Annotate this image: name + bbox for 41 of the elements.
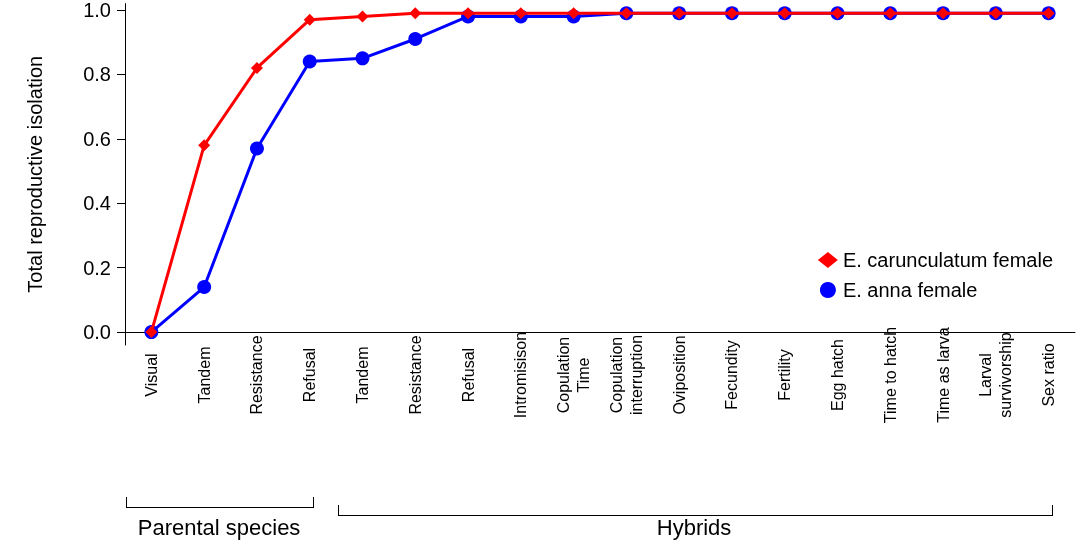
- x-tick-label: Tandem: [195, 346, 213, 404]
- point: [355, 51, 370, 66]
- point: [514, 7, 527, 20]
- x-tick-label: Fecundity: [723, 340, 741, 410]
- point: [198, 139, 211, 152]
- y-tick-label: 0.8: [83, 63, 111, 86]
- y-tick-label: 0.0: [83, 321, 111, 344]
- y-tick-label: 0.4: [83, 192, 111, 215]
- x-tick-label: Copulation Time: [555, 336, 593, 414]
- x-tick-label: Fertility: [776, 349, 794, 401]
- x-tick-label: Resistance: [406, 335, 424, 415]
- x-tick-label: Time as larva: [934, 327, 952, 423]
- y-tick-label: 1.0: [83, 0, 111, 21]
- x-tick-label: Intromisison: [512, 331, 530, 419]
- text: Hybrids: [656, 515, 732, 541]
- x-tick-label: Time to hatch: [881, 326, 899, 424]
- y-axis-title: Total reproductive isolation: [24, 55, 46, 293]
- x-tick-label: Refusal: [301, 347, 319, 403]
- x-tick-label: Refusal: [459, 347, 477, 403]
- x-tick-label: Resistance: [248, 335, 266, 415]
- point: [197, 280, 212, 295]
- x-tick-label: Sex ratio: [1040, 343, 1058, 407]
- point: [408, 31, 423, 46]
- text: Parental species: [137, 515, 301, 541]
- point: [356, 10, 369, 23]
- x-tick-label: Oviposition: [670, 335, 688, 415]
- x-tick-label: Tandem: [354, 346, 371, 404]
- legend-label: E. carunculatum female: [842, 249, 1054, 271]
- point: [409, 7, 422, 20]
- x-tick-label: Larval survivorship: [977, 332, 1015, 418]
- point: [249, 141, 264, 156]
- x-tick-label: Copulation interruption: [607, 334, 645, 416]
- legend-label: E. anna female: [842, 279, 978, 301]
- point: [302, 54, 317, 69]
- y-tick-label: 0.2: [83, 256, 111, 279]
- x-tick-label: Egg hatch: [829, 338, 846, 412]
- x-tick-label: Visual: [142, 353, 160, 397]
- point: [250, 61, 263, 74]
- y-tick-label: 0.6: [83, 127, 111, 150]
- point: [567, 7, 580, 20]
- point: [303, 13, 316, 26]
